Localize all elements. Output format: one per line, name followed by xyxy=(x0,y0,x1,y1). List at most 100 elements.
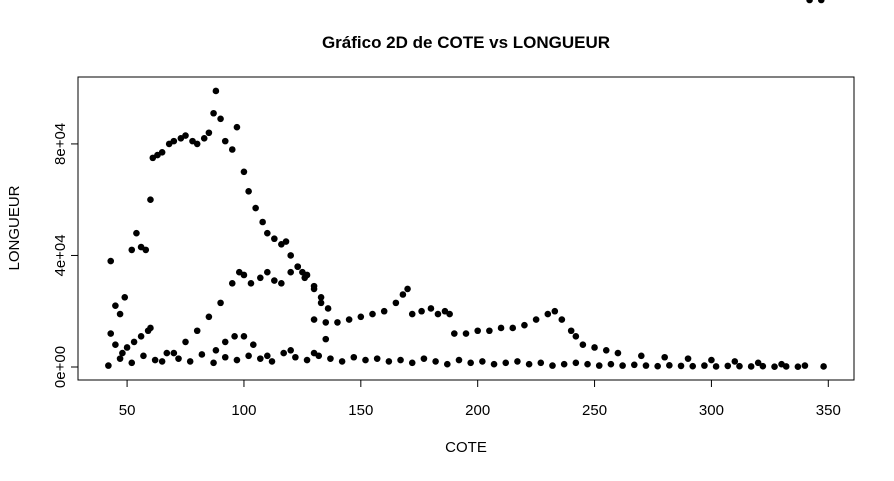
point xyxy=(240,271,248,279)
point xyxy=(747,363,755,370)
point xyxy=(474,327,481,335)
x-tick-label: 150 xyxy=(348,402,373,419)
point xyxy=(112,341,119,348)
point xyxy=(345,316,353,323)
point xyxy=(182,132,189,139)
point xyxy=(264,229,271,237)
point xyxy=(210,109,217,117)
point xyxy=(397,356,404,364)
point xyxy=(250,341,257,348)
y-tick-label: 8e+04 xyxy=(52,123,69,165)
point xyxy=(551,307,559,315)
point xyxy=(247,280,255,287)
point xyxy=(736,362,743,370)
point xyxy=(479,358,486,365)
point xyxy=(638,352,645,360)
point xyxy=(567,327,575,335)
point xyxy=(602,346,610,354)
point xyxy=(427,305,435,312)
point xyxy=(240,333,248,340)
point xyxy=(212,87,220,95)
point xyxy=(689,362,697,370)
point xyxy=(217,115,224,123)
point xyxy=(432,358,439,365)
point xyxy=(418,307,425,315)
point xyxy=(462,330,470,337)
point xyxy=(271,277,278,284)
point xyxy=(731,358,739,365)
point xyxy=(198,351,206,358)
point xyxy=(607,360,615,368)
point xyxy=(794,363,802,371)
point xyxy=(455,356,463,364)
point xyxy=(661,353,668,361)
x-tick-label: 300 xyxy=(699,402,724,419)
point xyxy=(210,359,217,367)
point xyxy=(264,352,271,360)
point xyxy=(107,257,115,265)
point xyxy=(754,359,762,367)
point xyxy=(294,263,302,270)
point xyxy=(334,319,341,326)
point xyxy=(467,359,474,367)
point xyxy=(205,129,213,137)
point xyxy=(170,137,178,145)
x-tick-label: 50 xyxy=(119,402,136,419)
point xyxy=(532,316,540,323)
point xyxy=(257,274,264,282)
point xyxy=(701,362,708,369)
point xyxy=(380,307,388,315)
point xyxy=(252,204,259,212)
point xyxy=(193,327,201,335)
point xyxy=(708,356,715,364)
point xyxy=(771,363,778,371)
point xyxy=(257,355,264,362)
point xyxy=(268,358,276,365)
point xyxy=(434,310,442,318)
point xyxy=(287,268,294,276)
point xyxy=(123,344,131,351)
x-tick-label: 200 xyxy=(465,402,490,419)
point xyxy=(327,355,334,362)
point xyxy=(112,302,119,309)
point xyxy=(385,358,393,365)
point xyxy=(509,324,517,332)
point xyxy=(233,123,241,131)
point xyxy=(759,362,767,370)
point xyxy=(514,358,521,365)
point xyxy=(315,352,323,360)
point xyxy=(451,330,458,337)
y-tick-label: 4e+04 xyxy=(52,234,69,276)
point xyxy=(630,361,638,369)
point xyxy=(486,327,493,335)
point xyxy=(806,0,813,4)
x-tick-label: 100 xyxy=(231,402,256,419)
point xyxy=(558,316,566,323)
point xyxy=(205,313,213,321)
point xyxy=(712,363,720,370)
point xyxy=(373,355,381,362)
point xyxy=(107,330,115,337)
point xyxy=(116,355,124,362)
point xyxy=(133,229,140,237)
point xyxy=(322,319,330,326)
point xyxy=(170,349,178,357)
point xyxy=(521,321,528,329)
point xyxy=(280,349,287,357)
point xyxy=(369,310,376,318)
point xyxy=(324,305,332,312)
point xyxy=(544,310,552,318)
point xyxy=(259,218,266,226)
point xyxy=(591,344,598,351)
point xyxy=(497,324,505,332)
point xyxy=(121,293,129,301)
point xyxy=(282,238,290,245)
point xyxy=(158,358,166,365)
point xyxy=(147,324,154,332)
point xyxy=(151,356,159,364)
point xyxy=(595,362,603,369)
point xyxy=(357,313,365,321)
point xyxy=(654,362,661,370)
point xyxy=(119,349,126,357)
